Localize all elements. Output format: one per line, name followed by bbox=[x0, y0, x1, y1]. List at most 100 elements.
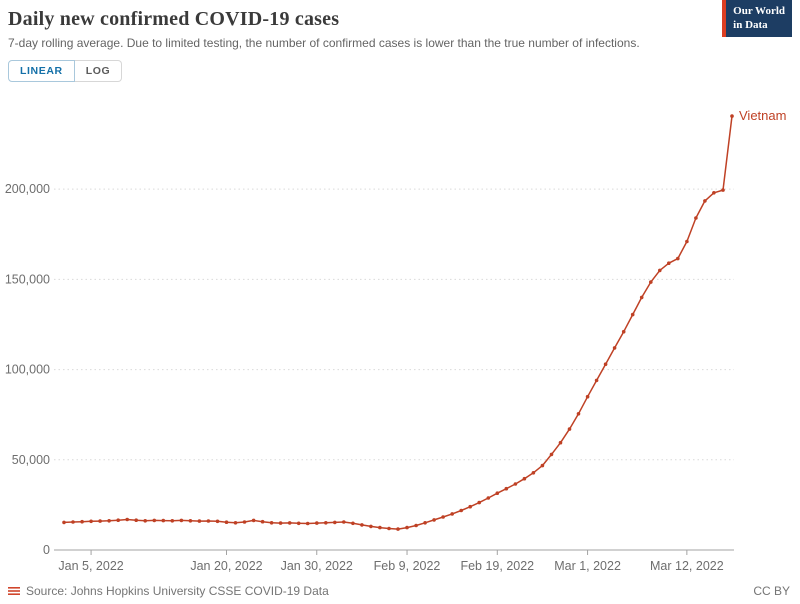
data-point[interactable] bbox=[305, 521, 310, 526]
data-point[interactable] bbox=[721, 188, 725, 192]
data-point[interactable] bbox=[396, 527, 400, 531]
data-point[interactable] bbox=[594, 378, 599, 383]
scale-toggle: LINEAR LOG bbox=[8, 60, 123, 82]
logo-line1: Our World bbox=[733, 5, 785, 17]
data-point[interactable] bbox=[540, 463, 545, 468]
linear-button[interactable]: LINEAR bbox=[8, 60, 75, 82]
data-point[interactable] bbox=[468, 504, 473, 509]
data-point[interactable] bbox=[432, 518, 436, 522]
data-point[interactable] bbox=[71, 520, 75, 524]
chart-subtitle: 7-day rolling average. Due to limited te… bbox=[8, 36, 640, 50]
data-point[interactable] bbox=[260, 519, 265, 524]
chart-svg[interactable]: 0 50,000 100,000 150,000 200,000 Jan 5, 2022 J… bbox=[0, 88, 800, 583]
data-point[interactable] bbox=[621, 329, 626, 334]
data-point[interactable] bbox=[612, 346, 617, 350]
data-point[interactable] bbox=[116, 518, 120, 522]
data-point[interactable] bbox=[287, 521, 292, 525]
data-point[interactable] bbox=[179, 518, 184, 523]
data-point[interactable] bbox=[378, 525, 382, 530]
data-point[interactable] bbox=[296, 521, 301, 526]
data-point[interactable] bbox=[152, 518, 157, 523]
data-point[interactable] bbox=[143, 519, 147, 523]
data-point[interactable] bbox=[685, 239, 689, 244]
data-point[interactable] bbox=[269, 521, 274, 525]
chart-lines-icon[interactable] bbox=[8, 586, 20, 596]
data-point[interactable] bbox=[676, 256, 680, 261]
logo-line2: in Data bbox=[733, 19, 768, 32]
data-point[interactable] bbox=[387, 526, 391, 531]
data-point[interactable] bbox=[712, 191, 716, 195]
data-point[interactable] bbox=[360, 523, 364, 527]
x-tick-label: Jan 5, 2022 bbox=[58, 559, 123, 573]
x-tick-label: Mar 1, 2022 bbox=[554, 559, 621, 573]
trend-line[interactable] bbox=[63, 116, 733, 530]
data-point[interactable] bbox=[324, 521, 328, 525]
data-point[interactable] bbox=[630, 312, 635, 317]
data-point[interactable] bbox=[477, 500, 482, 505]
data-point[interactable] bbox=[233, 521, 238, 525]
data-point[interactable] bbox=[486, 496, 491, 500]
data-point[interactable] bbox=[694, 216, 698, 220]
log-button[interactable]: LOG bbox=[74, 60, 123, 82]
data-point[interactable] bbox=[369, 524, 373, 529]
data-point[interactable] bbox=[649, 280, 653, 284]
data-point[interactable] bbox=[441, 515, 445, 519]
data-point[interactable] bbox=[62, 520, 66, 525]
data-point[interactable] bbox=[251, 518, 256, 523]
data-point[interactable] bbox=[459, 508, 464, 513]
data-point[interactable] bbox=[197, 519, 202, 523]
data-point[interactable] bbox=[134, 518, 138, 522]
data-point[interactable] bbox=[333, 520, 337, 525]
data-point[interactable] bbox=[558, 440, 563, 445]
data-point[interactable] bbox=[504, 486, 509, 491]
source-text[interactable]: Source: Johns Hopkins University CSSE CO… bbox=[26, 584, 329, 598]
data-point[interactable] bbox=[125, 517, 129, 522]
data-point[interactable] bbox=[161, 518, 166, 523]
data-point[interactable] bbox=[423, 521, 427, 525]
data-point[interactable] bbox=[603, 362, 608, 367]
x-tick-label: Mar 12, 2022 bbox=[650, 559, 724, 573]
data-point[interactable] bbox=[414, 523, 418, 528]
source-block: Source: Johns Hopkins University CSSE CO… bbox=[8, 584, 329, 598]
data-point[interactable] bbox=[342, 520, 346, 524]
data-point[interactable] bbox=[549, 452, 554, 457]
data-point[interactable] bbox=[89, 519, 93, 524]
data-point[interactable] bbox=[170, 519, 175, 523]
y-tick-label: 200,000 bbox=[5, 182, 50, 196]
data-point[interactable] bbox=[405, 525, 409, 530]
data-point[interactable] bbox=[522, 476, 527, 481]
data-point[interactable] bbox=[450, 512, 455, 516]
data-point[interactable] bbox=[703, 199, 707, 203]
series-end-label: Vietnam bbox=[739, 108, 786, 123]
data-point[interactable] bbox=[667, 261, 671, 265]
data-point[interactable] bbox=[639, 295, 644, 300]
data-point[interactable] bbox=[98, 519, 102, 523]
data-point[interactable] bbox=[206, 519, 211, 523]
data-point[interactable] bbox=[513, 482, 518, 486]
chart-footer: Source: Johns Hopkins University CSSE CO… bbox=[8, 584, 790, 598]
x-tick-label: Jan 30, 2022 bbox=[281, 559, 353, 573]
data-point[interactable] bbox=[531, 471, 536, 475]
data-point[interactable] bbox=[188, 519, 193, 523]
data-point[interactable] bbox=[730, 114, 734, 118]
data-point[interactable] bbox=[658, 268, 662, 273]
data-point[interactable] bbox=[224, 520, 229, 524]
data-point[interactable] bbox=[215, 519, 220, 524]
owid-logo[interactable]: Our World in Data bbox=[722, 0, 792, 37]
chart-header: Daily new confirmed COVID-19 cases 7-day… bbox=[0, 0, 800, 50]
data-point[interactable] bbox=[576, 412, 581, 416]
data-point[interactable] bbox=[567, 427, 572, 431]
data-point[interactable] bbox=[107, 519, 111, 523]
data-point[interactable] bbox=[242, 520, 247, 524]
data-point[interactable] bbox=[80, 519, 84, 524]
data-point[interactable] bbox=[315, 521, 319, 525]
y-tick-label: 50,000 bbox=[12, 453, 50, 467]
data-point[interactable] bbox=[351, 521, 355, 526]
data-point[interactable] bbox=[278, 521, 283, 525]
x-tick-label: Feb 19, 2022 bbox=[460, 559, 534, 573]
data-point[interactable] bbox=[585, 394, 590, 399]
data-point[interactable] bbox=[495, 491, 500, 496]
license-link[interactable]: CC BY bbox=[753, 584, 790, 598]
x-tick-label: Feb 9, 2022 bbox=[374, 559, 441, 573]
x-tick-label: Jan 20, 2022 bbox=[190, 559, 262, 573]
